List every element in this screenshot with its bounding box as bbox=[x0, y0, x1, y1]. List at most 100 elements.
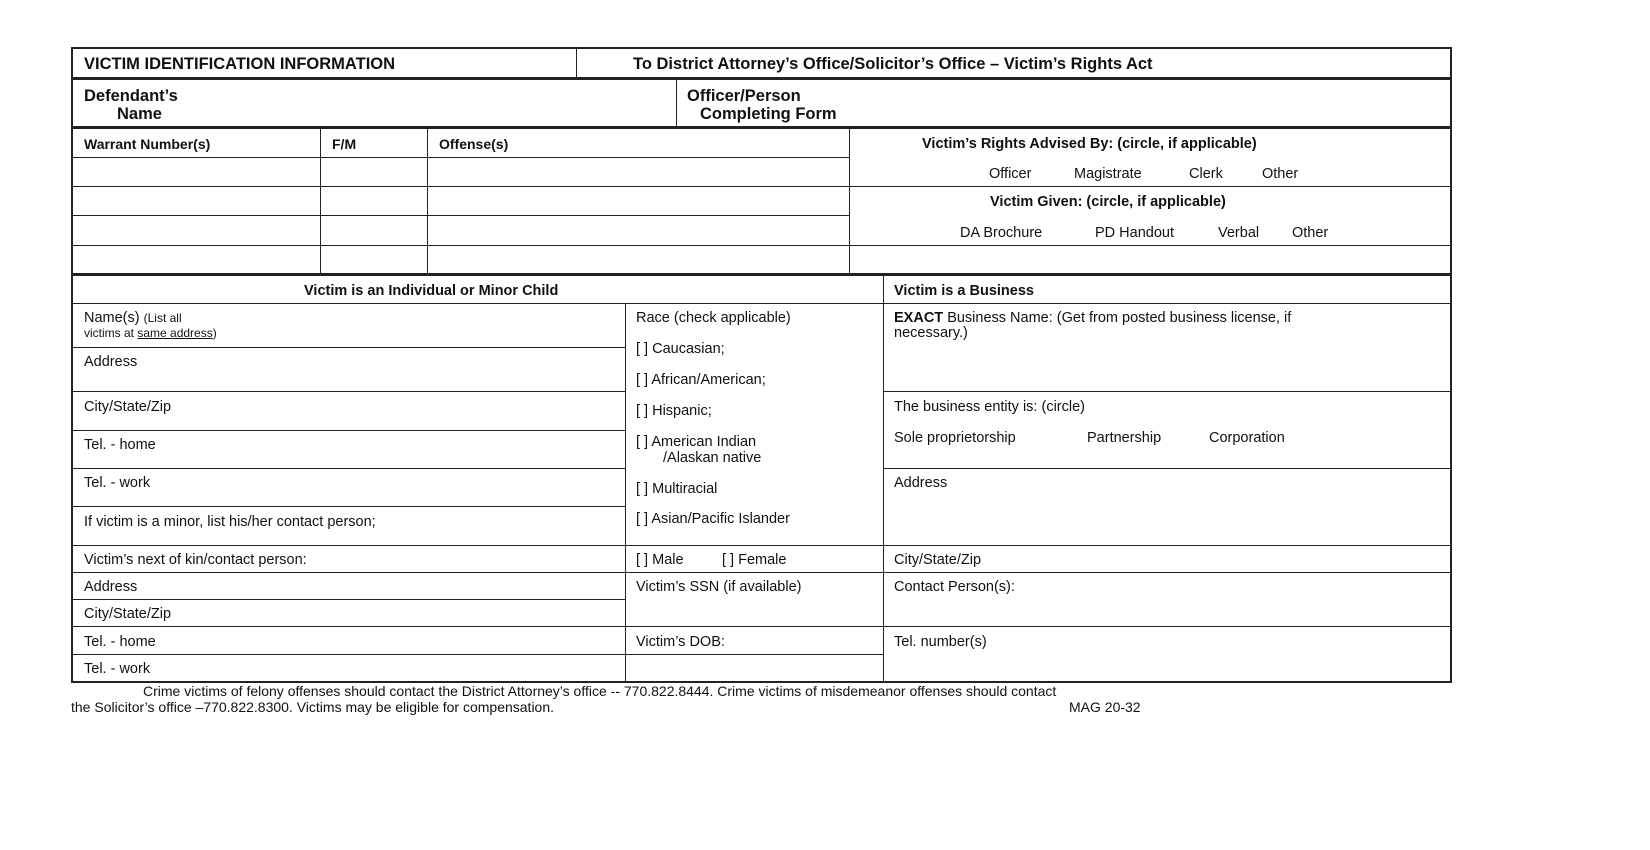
divider bbox=[72, 126, 1452, 129]
defendant-label: Defendant’s bbox=[84, 87, 178, 105]
race-label: Race (check applicable) bbox=[636, 310, 791, 326]
business-address-field[interactable] bbox=[883, 468, 1452, 546]
business-city-label: City/State/Zip bbox=[894, 552, 982, 568]
race-american-indian-checkbox[interactable]: [ ] American Indian bbox=[636, 434, 757, 450]
footer-line-1: Crime victims of felony offenses should … bbox=[143, 683, 1057, 699]
names-note-4: ) bbox=[212, 326, 217, 340]
victim-given-cell[interactable] bbox=[849, 186, 1452, 246]
business-entity-label: The business entity is: (circle) bbox=[894, 399, 1085, 415]
names-note-line2: victims at same address) bbox=[84, 325, 217, 341]
kin-tel-home-field[interactable] bbox=[72, 626, 626, 655]
business-heading-cell bbox=[883, 275, 1452, 304]
fm-field[interactable] bbox=[320, 245, 428, 274]
warrant-number-field[interactable] bbox=[72, 215, 321, 246]
option-given-other[interactable]: Other bbox=[1292, 225, 1329, 241]
business-name-emphasis: EXACT bbox=[894, 310, 944, 326]
officer-label: Officer/Person bbox=[687, 87, 801, 105]
address-label: Address bbox=[84, 354, 138, 370]
form-number: MAG 20-32 bbox=[1069, 699, 1141, 715]
business-contact-label: Contact Person(s): bbox=[894, 579, 1015, 595]
individual-heading: Victim is an Individual or Minor Child bbox=[304, 283, 559, 299]
fm-field[interactable] bbox=[320, 215, 428, 246]
option-officer[interactable]: Officer bbox=[989, 166, 1032, 182]
rights-advised-label: Victim’s Rights Advised By: (circle, if … bbox=[922, 136, 1257, 152]
offense-field[interactable] bbox=[427, 245, 850, 274]
business-address-label: Address bbox=[894, 475, 948, 491]
sex-cell bbox=[625, 545, 884, 573]
option-verbal[interactable]: Verbal bbox=[1218, 225, 1260, 241]
kin-address-label: Address bbox=[84, 579, 138, 595]
kin-address-field[interactable] bbox=[72, 572, 626, 600]
male-checkbox[interactable]: [ ] Male bbox=[636, 552, 684, 568]
race-hispanic-checkbox[interactable]: [ ] Hispanic; bbox=[636, 403, 712, 419]
business-tel-label: Tel. number(s) bbox=[894, 634, 987, 650]
divider bbox=[72, 77, 1452, 80]
names-note: (List all bbox=[143, 311, 182, 325]
victim-tel-home-field[interactable] bbox=[72, 430, 626, 469]
tel-work-label: Tel. - work bbox=[84, 475, 151, 491]
minor-contact-field[interactable] bbox=[72, 506, 626, 546]
tel-home-label: Tel. - home bbox=[84, 437, 156, 453]
fm-field[interactable] bbox=[320, 186, 428, 216]
column-header-offense: Offense(s) bbox=[439, 136, 509, 152]
option-clerk[interactable]: Clerk bbox=[1189, 166, 1223, 182]
offense-field[interactable] bbox=[427, 215, 850, 246]
race-american-indian-line2: /Alaskan native bbox=[663, 450, 762, 466]
names-note-3: same address bbox=[137, 326, 213, 340]
names-label: Name(s) (List all bbox=[84, 310, 182, 326]
victim-address-field[interactable] bbox=[72, 347, 626, 392]
option-da-brochure[interactable]: DA Brochure bbox=[960, 225, 1043, 241]
subtitle-cell bbox=[576, 48, 1452, 79]
business-heading: Victim is a Business bbox=[894, 283, 1034, 299]
dob-label: Victim’s DOB: bbox=[636, 634, 725, 650]
race-caucasian-checkbox[interactable]: [ ] Caucasian; bbox=[636, 341, 725, 357]
column-header-fm: F/M bbox=[332, 136, 357, 152]
fm-field[interactable] bbox=[320, 157, 428, 187]
kin-tel-home-label: Tel. - home bbox=[84, 634, 156, 650]
offense-field[interactable] bbox=[427, 186, 850, 216]
divider bbox=[72, 273, 1452, 276]
column-header-warrant: Warrant Number(s) bbox=[84, 136, 211, 152]
business-tel-field[interactable] bbox=[883, 626, 1452, 683]
warrant-number-field[interactable] bbox=[72, 245, 321, 274]
warrant-number-field[interactable] bbox=[72, 157, 321, 187]
blank-cell bbox=[625, 654, 884, 683]
option-other[interactable]: Other bbox=[1262, 166, 1299, 182]
kin-tel-work-field[interactable] bbox=[72, 654, 626, 683]
option-corporation[interactable]: Corporation bbox=[1209, 430, 1285, 446]
ssn-label: Victim’s SSN (if available) bbox=[636, 579, 802, 595]
kin-city-label: City/State/Zip bbox=[84, 606, 172, 622]
female-checkbox[interactable]: [ ] Female bbox=[722, 552, 787, 568]
names-note-2: victims at bbox=[84, 326, 135, 340]
victim-names-field[interactable] bbox=[72, 303, 626, 348]
city-label: City/State/Zip bbox=[84, 399, 172, 415]
business-entity-cell[interactable] bbox=[883, 391, 1452, 469]
rights-advised-cell[interactable] bbox=[849, 128, 1452, 187]
footer-line-2: the Solicitor’s office –770.822.8300. Vi… bbox=[71, 699, 555, 715]
race-multiracial-checkbox[interactable]: [ ] Multiracial bbox=[636, 481, 718, 497]
victim-given-label: Victim Given: (circle, if applicable) bbox=[990, 194, 1226, 210]
option-sole-proprietorship[interactable]: Sole proprietorship bbox=[894, 430, 1016, 446]
defendant-label-2: Name bbox=[117, 105, 162, 123]
minor-contact-label: If victim is a minor, list his/her conta… bbox=[84, 514, 376, 530]
offense-field[interactable] bbox=[427, 157, 850, 187]
form-title: VICTIM IDENTIFICATION INFORMATION bbox=[84, 55, 396, 73]
warrant-number-field[interactable] bbox=[72, 186, 321, 216]
business-name-text: Business Name: (Get from posted business… bbox=[947, 310, 1292, 326]
race-asian-checkbox[interactable]: [ ] Asian/Pacific Islander bbox=[636, 511, 790, 527]
names-label-text: Name(s) bbox=[84, 310, 140, 326]
business-city-field[interactable] bbox=[883, 545, 1452, 573]
race-african-american-checkbox[interactable]: [ ] African/American; bbox=[636, 372, 766, 388]
header-cell bbox=[320, 128, 428, 158]
option-magistrate[interactable]: Magistrate bbox=[1074, 166, 1142, 182]
race-cell bbox=[625, 303, 884, 546]
option-partnership[interactable]: Partnership bbox=[1087, 430, 1162, 446]
form-subtitle: To District Attorney’s Office/Solicitor’… bbox=[633, 55, 1153, 73]
officer-label-2: Completing Form bbox=[700, 105, 837, 123]
officer-field[interactable] bbox=[676, 78, 1452, 128]
blank-cell bbox=[849, 245, 1452, 274]
business-name-label-2: necessary.) bbox=[894, 325, 968, 341]
option-pd-handout[interactable]: PD Handout bbox=[1095, 225, 1174, 241]
kin-tel-work-label: Tel. - work bbox=[84, 661, 151, 677]
victim-tel-work-field[interactable] bbox=[72, 468, 626, 507]
